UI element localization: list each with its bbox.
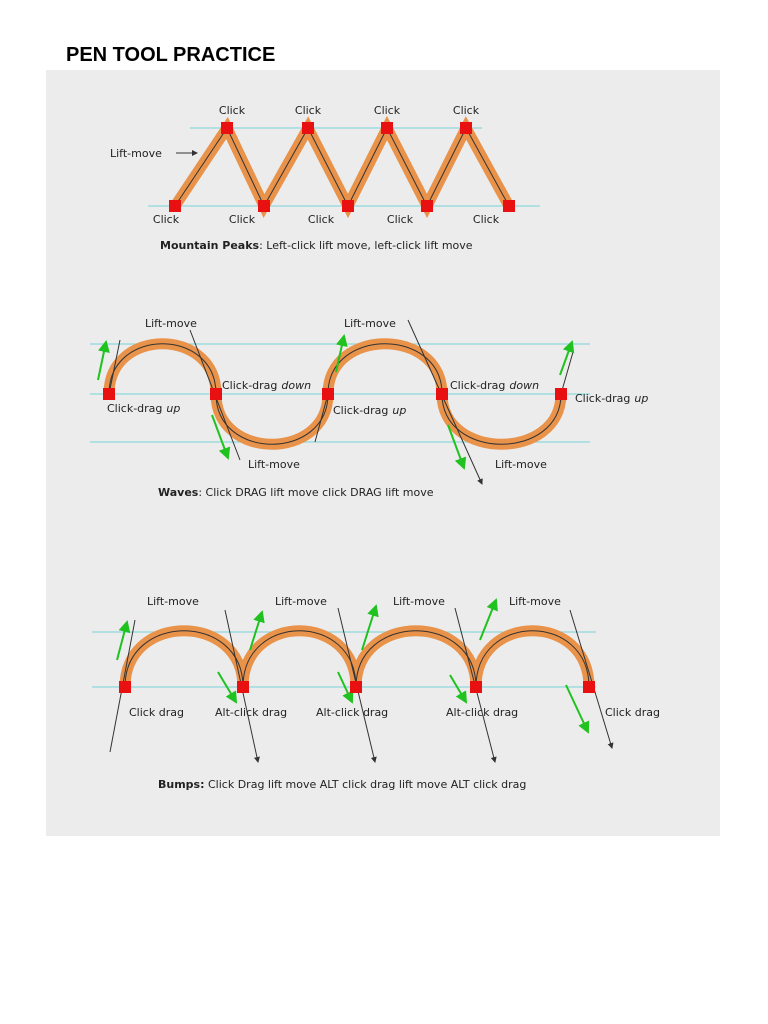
anchor-point <box>555 388 567 400</box>
anchor-point <box>460 122 472 134</box>
point-label: Click drag <box>129 706 184 719</box>
handle <box>407 319 483 485</box>
top-label: Lift-move <box>145 317 197 330</box>
point-label: Click-drag down <box>450 379 539 392</box>
bottom-label: Lift-move <box>495 458 547 471</box>
top-label: Lift-move <box>393 595 445 608</box>
label-emphasis: down <box>281 379 311 392</box>
label-text: Click-drag <box>333 404 388 417</box>
label-emphasis: up <box>634 392 648 405</box>
direction-arrow <box>249 610 265 651</box>
bottom-label: Click <box>229 213 256 226</box>
top-label: Click <box>453 104 480 117</box>
figure-background <box>46 70 720 836</box>
point-label: Click-drag down <box>222 379 311 392</box>
anchor-point <box>237 681 249 693</box>
caption-text: Click Drag lift move ALT click drag lift… <box>205 778 527 791</box>
label-text: Click-drag <box>450 379 505 392</box>
caption-bold: Waves <box>158 486 199 499</box>
labels: Click Click Click Click Lift-move Click Click C… <box>107 104 660 791</box>
top-label: Lift-move <box>509 595 561 608</box>
top-label: Lift-move <box>275 595 327 608</box>
anchor-point <box>583 681 595 693</box>
anchor-point <box>258 200 270 212</box>
caption: Bumps: Click Drag lift move ALT click dr… <box>158 778 526 791</box>
top-label: Lift-move <box>344 317 396 330</box>
bottom-label: Click <box>387 213 414 226</box>
point-label: Click-drag up <box>333 404 406 417</box>
caption-text: : Left-click lift move, left-click lift … <box>259 239 473 252</box>
anchor-point <box>470 681 482 693</box>
direction-arrow <box>116 620 131 661</box>
bottom-label: Click <box>473 213 500 226</box>
label-emphasis: up <box>166 402 180 415</box>
anchor-point <box>103 388 115 400</box>
anchor-point <box>350 681 362 693</box>
direction-arrow <box>361 604 379 651</box>
top-label: Click <box>219 104 246 117</box>
handle <box>108 339 121 395</box>
anchor-point <box>436 388 448 400</box>
anchor-point <box>342 200 354 212</box>
anchor-point <box>381 122 393 134</box>
point-label: Alt-click drag <box>215 706 287 719</box>
point-label: Click drag <box>605 706 660 719</box>
bottom-label: Click <box>308 213 335 226</box>
page-title: PEN TOOL PRACTICE <box>66 44 276 66</box>
direction-arrow <box>97 340 110 381</box>
point-label: Click-drag up <box>107 402 180 415</box>
waves-diagram <box>90 319 590 485</box>
caption: Mountain Peaks: Left-click lift move, le… <box>160 239 473 252</box>
direction-arrow <box>565 684 590 734</box>
caption-bold: Bumps: <box>158 778 205 791</box>
caption: Waves: Click DRAG lift move click DRAG l… <box>158 486 434 499</box>
anchor-point <box>169 200 181 212</box>
anchor-point <box>119 681 131 693</box>
direction-arrow <box>559 340 575 376</box>
point-label: Alt-click drag <box>316 706 388 719</box>
handle <box>314 393 329 443</box>
anchor-point <box>421 200 433 212</box>
top-label: Click <box>295 104 322 117</box>
anchor-point <box>221 122 233 134</box>
bumps-diagram <box>92 598 614 763</box>
label-text: Click-drag <box>107 402 162 415</box>
mountain-diagram <box>148 115 540 219</box>
anchor-point <box>302 122 314 134</box>
label-emphasis: up <box>392 404 406 417</box>
bottom-label: Lift-move <box>248 458 300 471</box>
direction-arrow <box>217 671 238 704</box>
handle <box>560 351 574 395</box>
bottom-label: Click <box>153 213 180 226</box>
direction-arrow <box>335 334 348 373</box>
label-text: Click-drag <box>222 379 277 392</box>
point-label: Click-drag up <box>575 392 648 405</box>
top-label: Click <box>374 104 401 117</box>
direction-arrow <box>447 424 467 470</box>
direction-arrow <box>479 598 498 641</box>
direction-arrow <box>211 414 231 460</box>
anchor-point <box>322 388 334 400</box>
direction-arrow <box>337 671 354 704</box>
side-label: Lift-move <box>110 147 162 160</box>
anchor-point <box>210 388 222 400</box>
caption-text: : Click DRAG lift move click DRAG lift m… <box>198 486 433 499</box>
point-label: Alt-click drag <box>446 706 518 719</box>
anchor-point <box>503 200 515 212</box>
label-text: Click-drag <box>575 392 630 405</box>
label-emphasis: down <box>509 379 539 392</box>
top-label: Lift-move <box>147 595 199 608</box>
handle <box>569 609 614 749</box>
caption-bold: Mountain Peaks <box>160 239 260 252</box>
direction-arrow <box>449 674 468 704</box>
